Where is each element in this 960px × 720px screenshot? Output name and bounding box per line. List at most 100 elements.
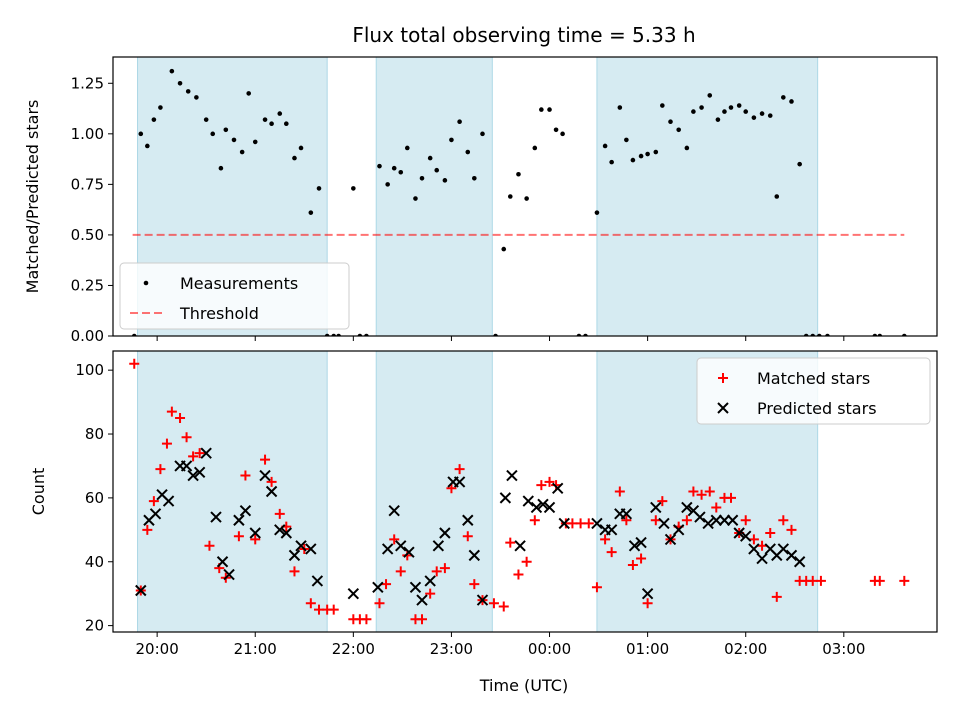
plot-area: [129, 358, 910, 625]
observing-window-2: [375, 56, 493, 337]
predicted-point: [650, 501, 662, 514]
predicted-point: [265, 485, 278, 498]
measurement-point: [398, 169, 404, 175]
predicted-point: [702, 517, 714, 530]
predicted-point: [710, 514, 722, 526]
plot-area: [131, 68, 907, 336]
predicted-point: [280, 527, 293, 539]
predicted-point: [223, 568, 235, 581]
predicted-point: [259, 469, 271, 482]
y-tick-label: 0.00: [71, 327, 104, 345]
observing-window-2: [375, 350, 493, 633]
predicted-point: [718, 514, 731, 526]
measurement-point: [145, 143, 150, 149]
x-tick-label: 21:00: [234, 640, 277, 658]
y-tick-label: 80: [85, 425, 104, 443]
matched-point: [462, 531, 473, 542]
measurement-point: [691, 109, 696, 114]
predicted-point: [635, 536, 647, 549]
y-tick-label: 0.25: [71, 276, 104, 294]
matched-point: [874, 575, 885, 586]
predicted-point: [372, 581, 384, 594]
measurement-point: [138, 131, 144, 137]
measurement-point: [194, 95, 199, 100]
predicted-point: [558, 517, 570, 530]
predicted-point: [424, 575, 436, 587]
measurement-point: [524, 196, 529, 201]
predicted-point: [388, 504, 400, 517]
predicted-point: [672, 524, 685, 536]
x-tick-label: 23:00: [430, 640, 473, 658]
matched-point: [454, 464, 465, 475]
matched-point: [636, 553, 647, 564]
predicted-point: [403, 546, 415, 558]
matched-point: [765, 528, 776, 539]
predicted-point: [506, 469, 518, 482]
matched-point: [815, 575, 826, 586]
matched-point: [431, 566, 442, 577]
measurement-point: [751, 115, 757, 120]
predicted-point: [522, 495, 534, 507]
predicted-point: [288, 549, 301, 562]
y-tick-label: 1.25: [71, 74, 104, 92]
matched-point: [425, 588, 436, 599]
measurement-point: [609, 159, 614, 165]
measurement-point: [638, 153, 644, 159]
predicted-point: [777, 543, 790, 555]
predicted-point: [395, 540, 407, 552]
measurement-point: [351, 186, 356, 191]
measurement-point: [277, 111, 283, 116]
measurement-point: [449, 137, 454, 143]
matched-point: [650, 515, 661, 526]
legend-plus-swatch: [718, 373, 728, 383]
y-tick-label: 0.50: [71, 226, 104, 244]
measurement-point: [789, 99, 794, 104]
matched-point: [194, 448, 205, 459]
measurement-point: [715, 117, 721, 122]
matched-point: [544, 476, 555, 487]
y-axis-label: Matched/Predicted stars: [23, 100, 42, 294]
predicted-point: [439, 527, 451, 539]
measurement-point: [262, 117, 268, 122]
predicted-point: [233, 514, 245, 526]
measurement-point: [292, 155, 297, 161]
predicted-point: [381, 543, 394, 555]
matched-point: [688, 486, 699, 497]
matched-point: [181, 432, 192, 443]
matched-stars-series: [129, 358, 910, 625]
legend-box: [696, 357, 931, 425]
predicted-point: [499, 492, 512, 504]
matched-point: [591, 582, 602, 593]
legend: Matched stars Predicted stars: [696, 357, 931, 425]
matched-point: [446, 483, 457, 494]
measurement-point: [472, 176, 477, 181]
measurement-point: [316, 186, 322, 191]
matched-point: [328, 604, 339, 615]
x-tick-label: 01:00: [626, 640, 669, 658]
measurement-point: [427, 155, 433, 161]
predicted-point: [733, 527, 745, 539]
predicted-point: [681, 501, 693, 514]
predicted-point: [216, 556, 229, 568]
x-tick-label: 02:00: [724, 640, 767, 658]
matched-point: [469, 579, 480, 590]
matched-point: [148, 496, 159, 507]
predicted-point: [785, 549, 798, 562]
measurement-point: [553, 127, 559, 133]
x-axis-label: Time (UTC): [479, 676, 568, 695]
matched-point: [166, 406, 177, 417]
predicted-point: [200, 447, 212, 459]
measurement-point: [308, 210, 314, 215]
predicted-point: [193, 466, 206, 479]
predicted-point: [249, 527, 261, 539]
matched-point: [704, 486, 715, 497]
matched-point: [389, 534, 400, 545]
measurement-point: [774, 194, 780, 199]
matched-point: [439, 563, 450, 574]
matched-point: [188, 451, 199, 462]
predicted-point: [162, 495, 175, 507]
predicted-point: [543, 501, 556, 514]
measurement-point: [743, 109, 749, 114]
measurement-point: [223, 127, 229, 133]
